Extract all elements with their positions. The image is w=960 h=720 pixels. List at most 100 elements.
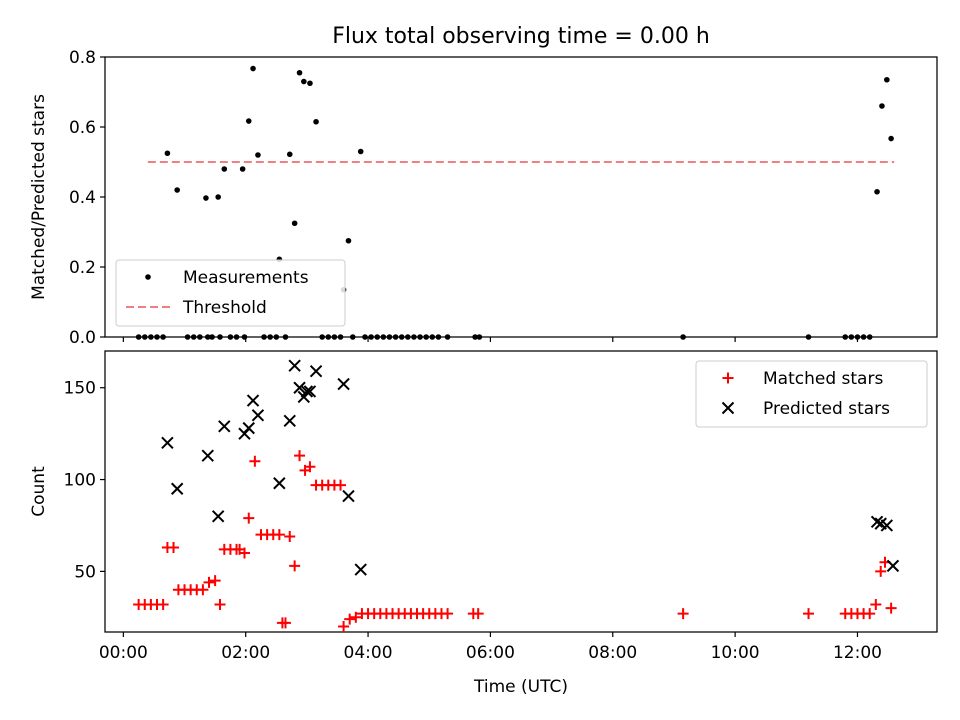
measurement-point [866, 334, 873, 340]
y-tick-label: 0.6 [69, 118, 96, 138]
measurement-point [255, 152, 261, 158]
measurement-point [245, 118, 252, 124]
bottom-panel: 50 100 150 00:00 02:00 04:00 06:00 08:00 10:00 12… [29, 350, 938, 697]
measurement-point [357, 148, 364, 155]
y-tick-label: 0.2 [69, 258, 96, 278]
measurement-point [884, 76, 890, 83]
measurement-point [392, 334, 399, 340]
measurement-point [221, 166, 228, 172]
predicted-star-marker [354, 563, 367, 576]
measurement-point [874, 188, 880, 195]
measurement-point [282, 334, 289, 340]
matched-star-marker [864, 608, 876, 620]
x-tick-label: 04:00 [344, 643, 393, 663]
measurement-point [349, 334, 356, 340]
chart-title: Flux total observing time = 0.00 h [332, 24, 710, 49]
y-tick-label: 0.8 [69, 48, 96, 68]
predicted-star-marker [251, 409, 265, 422]
legend-box [115, 259, 346, 327]
measurement-point [215, 194, 221, 200]
predicted-star-marker [242, 421, 255, 435]
measurement-point [154, 334, 160, 340]
matched-star-marker [168, 542, 180, 554]
matched-star-marker [875, 565, 887, 577]
measurement-point [273, 334, 280, 340]
matched-star-marker [284, 530, 296, 542]
measurement-point [444, 334, 451, 340]
predicted-star-marker [201, 449, 214, 462]
measurement-point [331, 334, 338, 340]
x-tick-label: 10:00 [711, 643, 760, 663]
measurement-point [374, 334, 381, 340]
x-tick-label: 08:00 [588, 643, 637, 663]
matched-star-marker [803, 608, 815, 620]
matched-star-marker [304, 461, 316, 473]
predicted-star-marker [161, 436, 174, 450]
y-tick-label: 100 [64, 471, 96, 491]
measurement-point [337, 334, 344, 340]
y-tick-label: 0.4 [69, 188, 96, 208]
predicted-star-marker [870, 515, 884, 529]
predicted-star-marker [218, 420, 231, 433]
measurement-point [197, 334, 203, 340]
y-tick-label: 50 [74, 562, 96, 582]
matched-star-marker [289, 560, 301, 572]
measurement-point [217, 334, 223, 340]
measurement-point [429, 334, 436, 340]
x-tick-label: 12:00 [833, 643, 882, 663]
measurement-point [325, 334, 332, 340]
y-tick-label: 0.0 [69, 328, 96, 348]
measurement-point [174, 187, 180, 193]
measurement-point [239, 166, 246, 172]
predicted-star-marker [273, 477, 286, 490]
measurement-point [319, 334, 325, 340]
legend-label: Matched stars [763, 369, 883, 389]
measurement-point [476, 334, 483, 340]
measurement-point [241, 334, 248, 340]
matched-star-marker [472, 608, 484, 620]
matched-star-marker [442, 608, 454, 620]
measurement-point [286, 151, 293, 158]
matched-star-marker [243, 512, 255, 524]
predicted-star-marker [211, 510, 225, 523]
measurement-point [860, 334, 867, 340]
measurement-point [842, 334, 849, 340]
measurement-point [190, 334, 197, 340]
predicted-star-marker [303, 385, 317, 398]
predicted-star-marker [886, 559, 900, 573]
legend-box [695, 360, 928, 428]
measurement-point [160, 334, 166, 340]
measurement-point [345, 237, 352, 244]
measurement-point [472, 334, 478, 340]
matched-star-marker [279, 617, 291, 629]
x-tick-label: 06:00 [466, 643, 515, 663]
measurement-point [879, 103, 885, 109]
matched-star-marker [344, 613, 356, 625]
matched-star-marker [338, 620, 350, 632]
measurement-point [203, 195, 209, 201]
measurement-point [423, 334, 429, 340]
measurement-point [135, 334, 142, 340]
measurement-point [888, 135, 894, 142]
measurement-point [291, 220, 298, 227]
predicted-star-marker [283, 414, 296, 427]
predicted-star-marker [337, 377, 350, 391]
measurement-point [380, 334, 387, 340]
x-tick-label: 00:00 [99, 643, 148, 663]
predicted-star-marker [309, 364, 323, 378]
measurement-point [386, 334, 393, 340]
measurement-point [204, 334, 211, 340]
measurement-point [368, 334, 374, 340]
predicted-star-marker [342, 489, 355, 503]
matched-star-marker [203, 576, 215, 588]
x-axis-label: Time (UTC) [473, 677, 568, 697]
measurement-point [435, 334, 442, 340]
legend-label: Threshold [182, 298, 267, 318]
matched-star-marker [885, 602, 897, 614]
matched-star-marker [677, 608, 689, 620]
matched-star-marker [335, 479, 347, 491]
x-tick-label: 02:00 [221, 643, 270, 663]
predicted-star-marker [170, 482, 184, 495]
measurement-point [250, 65, 256, 72]
